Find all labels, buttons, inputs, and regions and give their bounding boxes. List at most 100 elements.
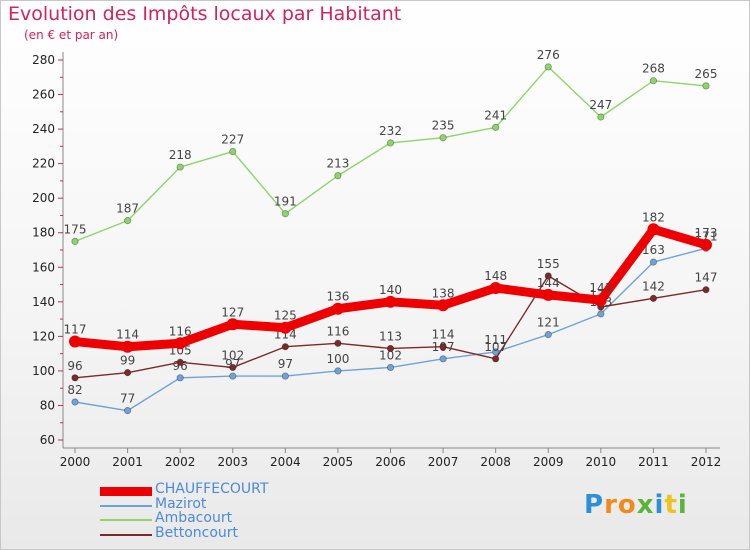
data-point <box>121 340 134 353</box>
data-point <box>279 321 292 334</box>
data-label: 100 <box>326 352 349 366</box>
logo-letter: t <box>664 490 678 520</box>
data-point <box>281 210 289 218</box>
y-tick-label: 120 <box>32 329 55 343</box>
data-point <box>492 123 500 131</box>
x-tick-label: 2000 <box>60 455 91 469</box>
data-point <box>229 363 237 372</box>
data-label: 147 <box>695 271 718 285</box>
data-point <box>702 286 710 294</box>
data-label: 113 <box>379 329 402 343</box>
data-label: 276 <box>537 48 560 62</box>
legend-label: Mazirot <box>155 495 207 512</box>
legend-swatch <box>100 504 152 507</box>
data-label: 116 <box>169 324 192 338</box>
data-point <box>176 358 184 366</box>
data-point <box>174 337 187 350</box>
y-tick-label: 280 <box>32 53 55 67</box>
x-tick-label: 2004 <box>270 455 301 469</box>
data-point <box>386 344 395 353</box>
data-label: 114 <box>116 328 139 342</box>
data-label: 125 <box>274 309 297 323</box>
data-point <box>123 369 132 377</box>
data-label: 102 <box>379 348 402 362</box>
data-point <box>439 134 447 142</box>
data-point <box>176 163 184 171</box>
data-point <box>647 223 660 236</box>
data-label: 227 <box>221 133 244 147</box>
data-point <box>71 237 79 245</box>
data-label: 121 <box>537 316 560 330</box>
data-point <box>700 238 712 251</box>
data-point <box>649 77 658 85</box>
data-label: 155 <box>537 257 560 271</box>
y-tick-label: 60 <box>40 433 55 447</box>
data-point <box>544 272 552 280</box>
data-point <box>594 294 607 307</box>
y-tick-label: 240 <box>32 122 55 136</box>
x-tick-label: 2006 <box>375 455 406 469</box>
data-label: 140 <box>379 283 402 297</box>
data-point <box>281 372 289 380</box>
data-point <box>649 294 658 302</box>
data-point <box>386 363 395 372</box>
y-tick-label: 180 <box>32 226 55 240</box>
data-point <box>334 367 342 375</box>
data-point <box>492 355 500 363</box>
data-point <box>437 299 450 312</box>
data-label: 232 <box>379 124 402 138</box>
data-label: 141 <box>589 281 612 295</box>
y-tick-label: 80 <box>40 398 55 412</box>
legend-label: Ambacourt <box>155 510 233 526</box>
data-label: 116 <box>326 324 349 338</box>
data-label: 148 <box>484 269 507 283</box>
data-point <box>71 398 79 406</box>
data-label: 218 <box>169 148 192 162</box>
data-point <box>386 139 395 147</box>
data-point <box>281 343 289 351</box>
data-label: 268 <box>642 62 665 76</box>
x-tick-label: 2009 <box>533 455 564 469</box>
data-point <box>334 339 342 347</box>
x-tick-label: 2007 <box>428 455 459 469</box>
x-tick-label: 2012 <box>691 455 722 469</box>
x-tick-label: 2003 <box>217 455 248 469</box>
data-label: 187 <box>116 202 139 216</box>
data-label: 111 <box>484 333 507 347</box>
data-label: 173 <box>695 226 718 240</box>
logo-letter: i <box>654 490 665 520</box>
data-point <box>331 302 344 315</box>
data-label: 175 <box>64 222 87 236</box>
data-label: 138 <box>432 286 455 300</box>
data-point <box>384 295 397 308</box>
y-tick-label: 100 <box>32 364 55 378</box>
data-point <box>229 147 237 156</box>
data-point <box>176 374 184 382</box>
data-label: 241 <box>484 108 507 122</box>
series-chauffecourt: 117 114 116 127 125 136 140 138 148 144 141 182 173 <box>64 210 718 353</box>
data-point <box>439 355 447 363</box>
legend-label: Bettoncourt <box>155 524 239 541</box>
data-label: 127 <box>221 305 244 319</box>
data-label: 144 <box>537 276 560 290</box>
legend-label: CHAUFFECOURT <box>155 481 269 497</box>
data-label: 163 <box>642 243 665 257</box>
y-tick-label: 140 <box>32 295 55 309</box>
data-label: 102 <box>221 348 244 362</box>
x-tick-label: 2008 <box>480 455 511 469</box>
y-tick-label: 220 <box>32 157 55 171</box>
data-label: 114 <box>432 328 455 342</box>
chart-title: Evolution des Impôts locaux par Habitant <box>8 3 402 25</box>
data-point <box>544 63 552 71</box>
data-point <box>489 282 502 294</box>
data-point <box>69 335 81 348</box>
x-tick-label: 2001 <box>112 455 143 469</box>
legend-swatch <box>100 533 152 536</box>
chart-subtitle: (en € et par an) <box>24 28 119 42</box>
y-tick-label: 200 <box>32 191 55 205</box>
data-point <box>71 374 79 382</box>
series-mazirot: 8277969797100102107111121133163171 <box>67 229 717 415</box>
data-label: 96 <box>67 359 82 373</box>
data-label: 213 <box>326 157 349 171</box>
